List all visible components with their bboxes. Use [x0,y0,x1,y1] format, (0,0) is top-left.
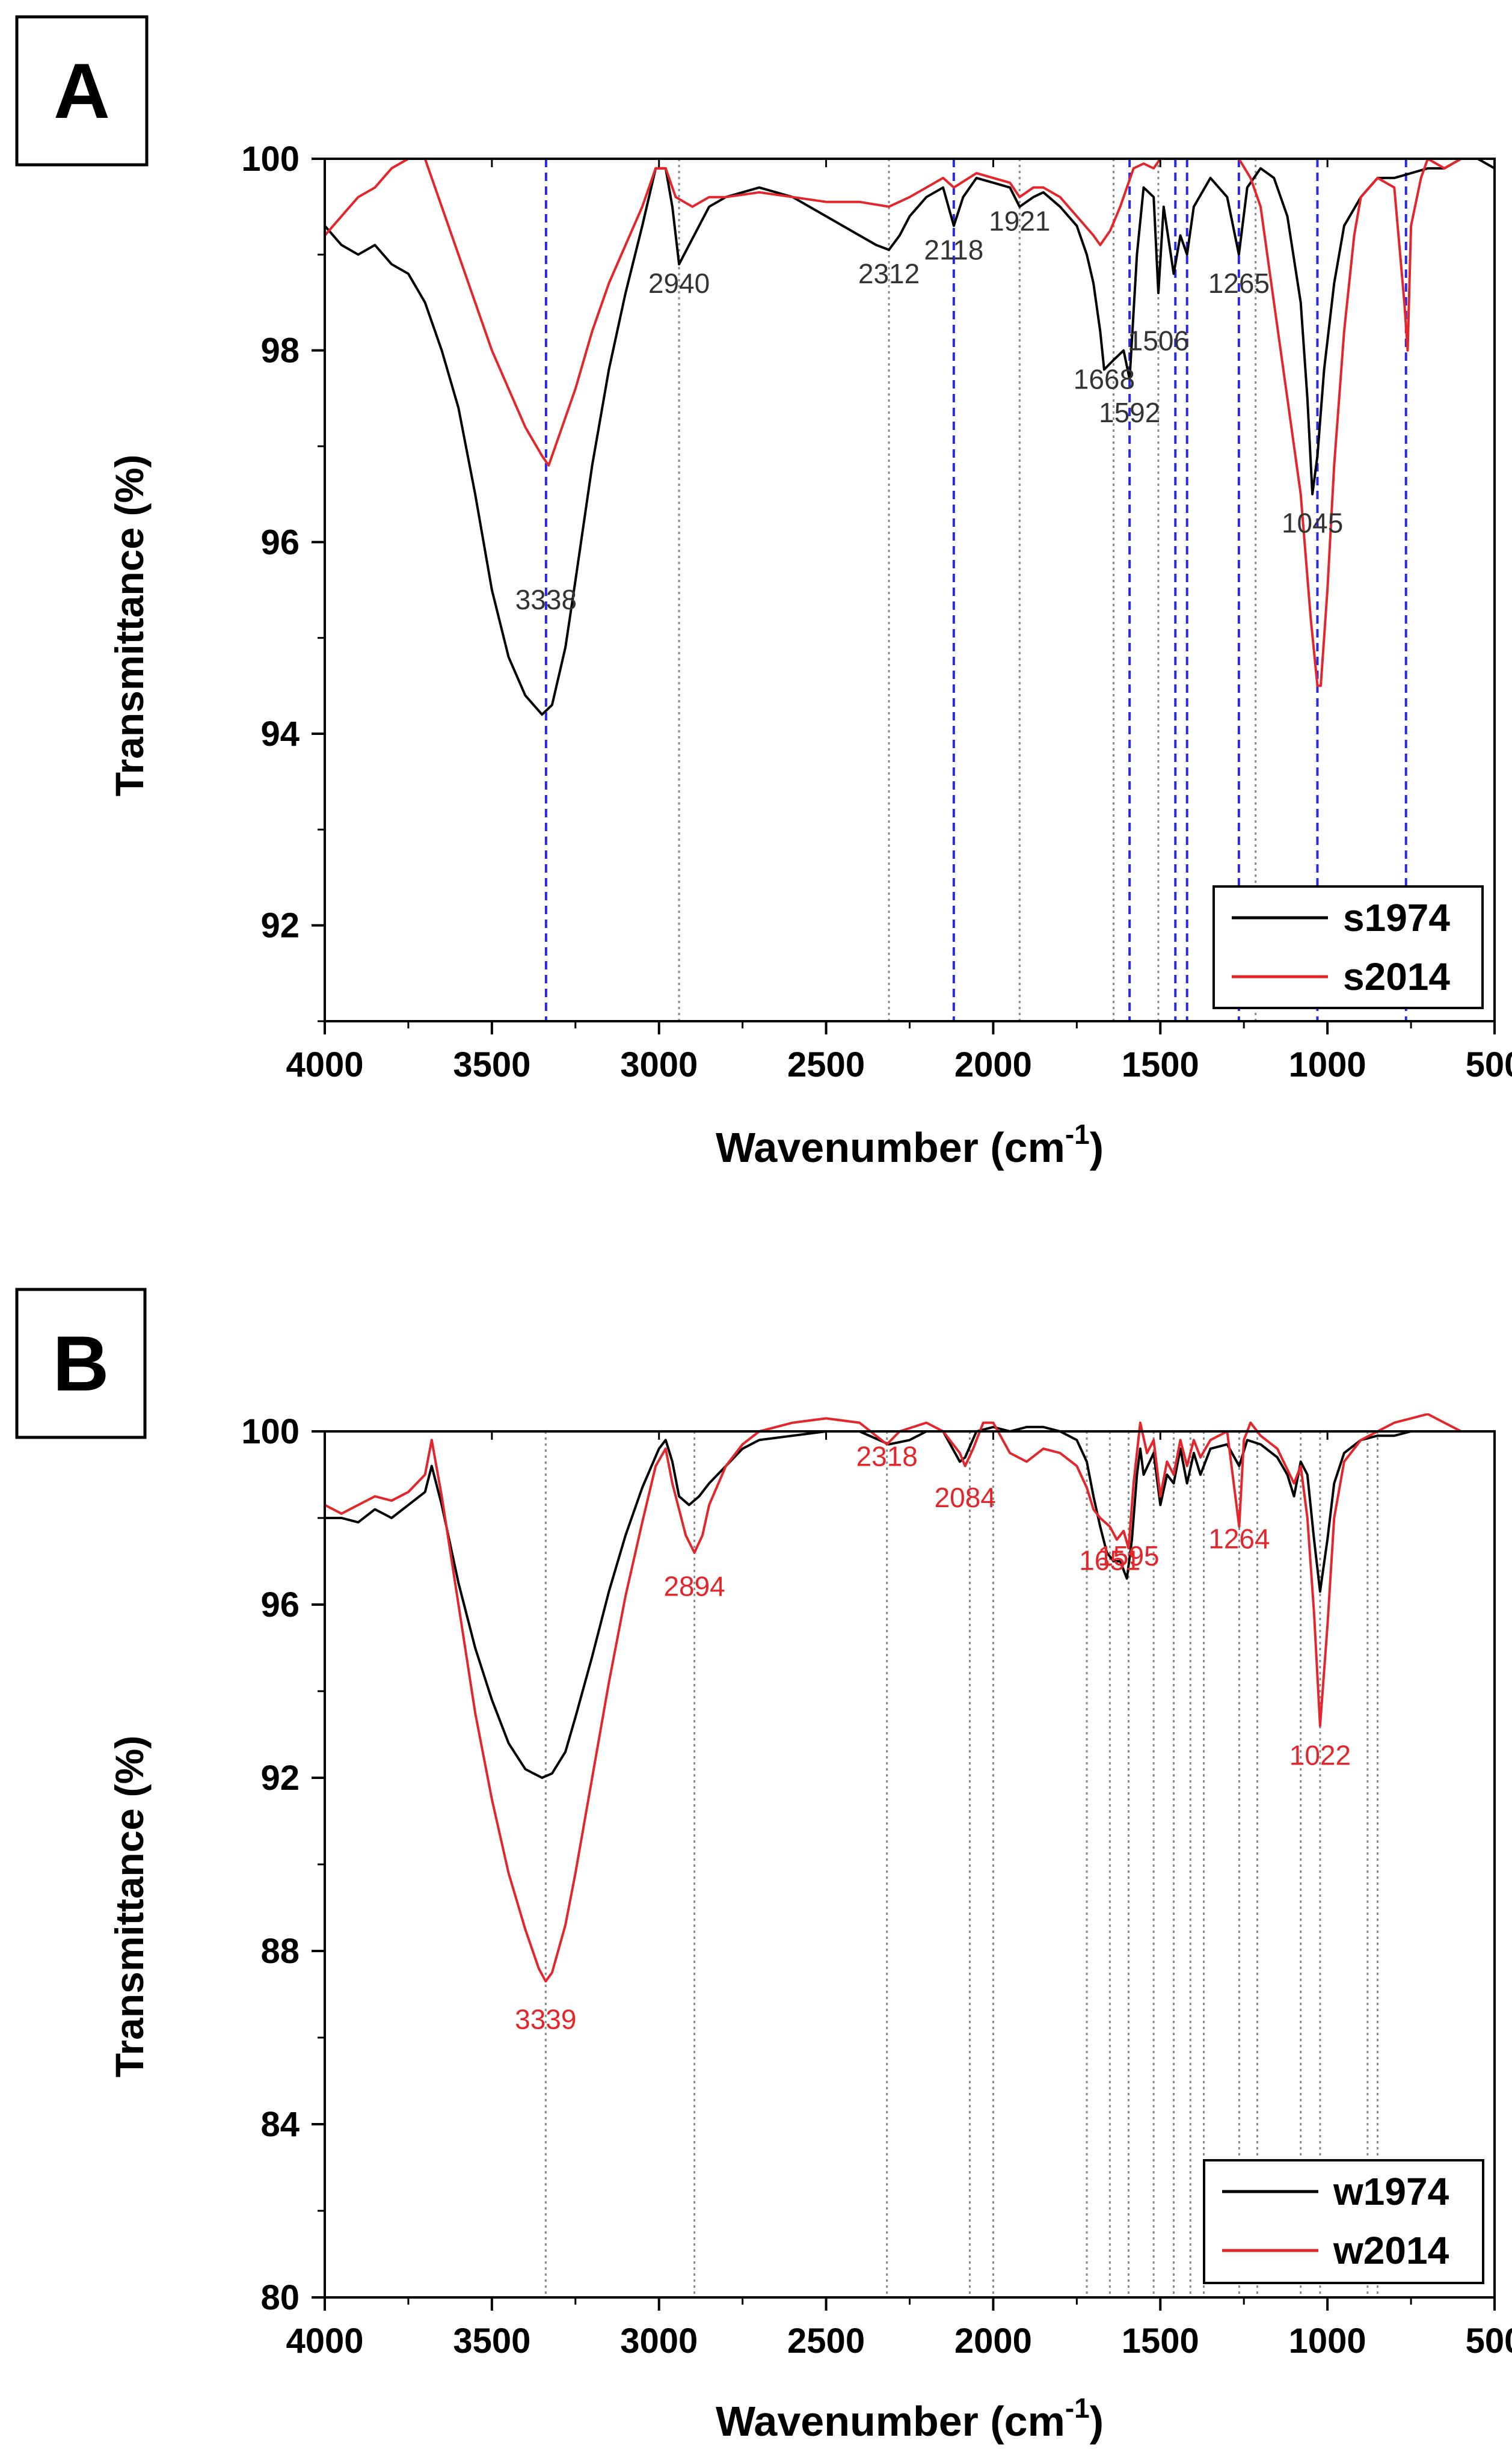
legend-label: w2014 [1333,2229,1449,2272]
legend-label: w1974 [1333,2170,1449,2213]
panel-letter-box [15,1288,147,1439]
panel-a: A 4000 3500 3000 2500 2000 1500 1000 500 92 94 96 98… [15,15,1512,1171]
x-tick-label: 2500 [787,1045,865,1084]
x-tick-label: 1000 [1289,2321,1366,2361]
x-tick-label: 2500 [787,2321,865,2361]
x-tick-label: 500 [1466,2321,1512,2361]
panel-letter: B [53,1320,109,1407]
y-tick-label: 94 [260,714,300,754]
series-line-s1974 [325,158,1495,716]
series-line-s2014 [325,158,1495,687]
peak-label: 1264 [1208,1523,1270,1554]
peak-label: 2894 [663,1571,725,1602]
x-axis-title: Wavenumber (cm-1) [716,1119,1104,1171]
x-tick-label: 3500 [453,1045,530,1084]
y-tick-label: 92 [260,906,300,945]
x-tick-label: 500 [1466,1045,1512,1084]
y-tick-label: 84 [260,2105,300,2144]
x-tick-label: 3500 [453,2321,530,2361]
legend-box [1203,2159,1484,2284]
y-axis-title: Transmittance (%) [107,455,152,796]
peak-label: 2084 [935,1482,996,1513]
peak-label: 2118 [924,234,983,265]
peak-label: 2312 [858,258,920,289]
peak-label: 1022 [1289,1739,1351,1771]
y-axis-title: Transmittance (%) [107,1736,152,2077]
x-tick-label: 4000 [286,1045,363,1084]
y-tick-label: 96 [260,523,300,562]
x-tick-label: 1000 [1289,1045,1366,1084]
peak-label: 1595 [1098,1540,1159,1571]
y-tick-label: 96 [260,1585,300,1624]
peak-label: 2940 [648,268,710,299]
y-tick-label: 92 [260,1759,300,1798]
peak-label: 1592 [1099,397,1160,428]
x-axis-title: Wavenumber (cm-1) [716,2392,1104,2445]
series-line-w2014 [325,1413,1495,1983]
y-tick-label: 100 [241,140,300,179]
y-tick-label: 88 [260,1932,300,1971]
peak-label: 1651 [1079,1544,1140,1576]
y-tick-label: 98 [260,331,300,370]
x-tick-label: 4000 [286,2321,363,2361]
y-tick-label: 80 [260,2278,300,2317]
x-tick-label: 1500 [1122,2321,1199,2361]
peak-label: 1265 [1208,268,1270,299]
peak-label: 3339 [515,2004,576,2035]
y-tick-label: 100 [241,1412,300,1451]
panel-letter: A [54,47,110,135]
x-tick-label: 2000 [954,1045,1032,1084]
panel-b: B 4000 3500 3000 2500 2000 1500 1000 500 80 84 88 92… [15,1288,1512,2445]
legend-label: s2014 [1343,955,1450,998]
peak-label: 1045 [1282,507,1343,538]
peak-label: 1921 [989,206,1050,237]
peak-label: 3338 [515,584,577,615]
legend-box [1212,885,1484,1009]
legend-label: s1974 [1343,896,1450,939]
peak-label: 1506 [1128,325,1189,357]
x-tick-label: 2000 [954,2321,1032,2361]
panel-letter-box [15,15,149,167]
peak-label: 1668 [1074,363,1135,395]
x-tick-label: 1500 [1122,1045,1199,1084]
peak-label: 2318 [856,1441,918,1472]
x-tick-label: 3000 [620,1045,698,1084]
x-tick-label: 3000 [620,2321,698,2361]
series-line-w1974 [325,1425,1495,1779]
